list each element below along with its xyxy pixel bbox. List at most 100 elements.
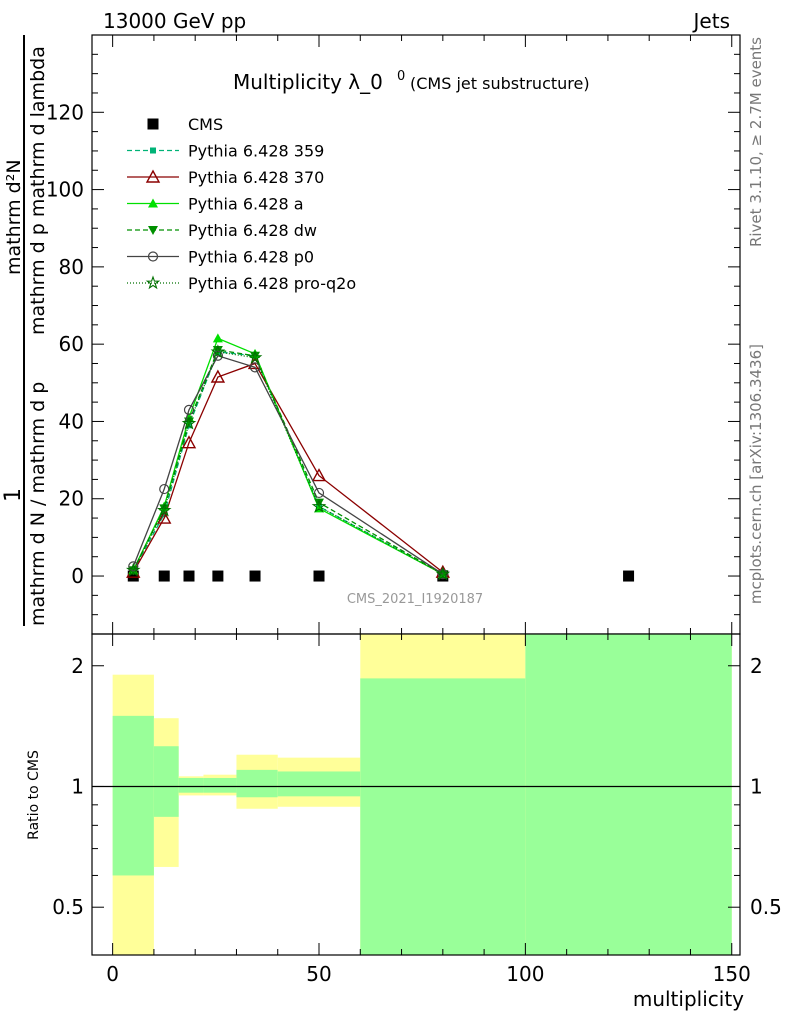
legend-label: Pythia 6.428 p0 xyxy=(188,248,314,267)
plot-title-main: Multiplicity λ_0 xyxy=(233,70,383,94)
legend-marker xyxy=(150,147,156,154)
uncertainty-band-green xyxy=(525,634,732,955)
header-right: Jets xyxy=(692,9,730,33)
data-point-pproq2o xyxy=(210,344,226,359)
x-tick-label: 0 xyxy=(106,962,119,986)
data-point-pproq2o xyxy=(311,498,327,513)
legend-label: Pythia 6.428 370 xyxy=(188,168,324,187)
legend-marker xyxy=(148,226,158,235)
x-axis-label: multiplicity xyxy=(633,987,744,1011)
data-point-pproq2o xyxy=(156,502,172,517)
series-line-pdw xyxy=(132,349,444,575)
ratio-y-tick-label: 1 xyxy=(71,774,84,798)
data-point-pproq2o xyxy=(435,566,451,581)
data-point-p370 xyxy=(210,369,226,383)
series-line-pp0 xyxy=(132,355,444,575)
ratio-y-tick-label: 0.5 xyxy=(52,895,84,919)
legend-item-pdw: Pythia 6.428 dw xyxy=(127,221,317,240)
series-pa xyxy=(128,333,448,579)
data-point-pp0 xyxy=(249,362,261,373)
data-point-cms xyxy=(212,570,224,582)
analysis-watermark: CMS_2021_I1920187 xyxy=(347,592,483,607)
ylabel-denominator: mathrm d N / mathrm d p xyxy=(27,382,49,626)
legend-item-p359: Pythia 6.428 359 xyxy=(127,142,324,161)
legend-marker xyxy=(145,275,161,290)
data-point-cms xyxy=(183,570,195,582)
x-tick-label: 50 xyxy=(306,962,331,986)
y-tick-label: 60 xyxy=(59,332,84,356)
uncertainty-band-green xyxy=(112,715,154,876)
data-point-pdw xyxy=(250,351,261,361)
series-line-p359 xyxy=(132,351,444,575)
legend-marker xyxy=(148,198,158,208)
main-y-axis-label: 1 mathrm d N / mathrm d p mathrm d²N mat… xyxy=(1,35,49,626)
ratio-y-tick-label: 2 xyxy=(71,654,84,678)
y-tick-label: 100 xyxy=(46,178,84,202)
plot-title: Multiplicity λ_0 0 (CMS jet substructure… xyxy=(233,69,590,94)
data-point-pa xyxy=(212,333,223,343)
data-point-cms xyxy=(313,570,325,582)
ratio-y-tick-label-right: 0.5 xyxy=(750,895,782,919)
ylabel-differential: mathrm d p mathrm d lambda xyxy=(27,46,49,335)
ratio-y-axis-label: Ratio to CMS xyxy=(26,750,42,840)
data-point-p370 xyxy=(311,468,327,482)
legend-item-cms: CMS xyxy=(147,115,223,134)
uncertainty-band-green xyxy=(236,769,278,798)
data-point-pp0 xyxy=(313,487,325,499)
data-point-pp0 xyxy=(183,404,195,415)
plot-title-sup: 0 xyxy=(397,69,405,84)
legend-marker xyxy=(147,118,159,130)
data-point-cms xyxy=(127,570,139,582)
header-left: 13000 GeV pp xyxy=(103,9,246,33)
y-tick-label: 0 xyxy=(71,564,84,588)
legend-label: Pythia 6.428 dw xyxy=(188,221,317,240)
data-point-pdw xyxy=(212,345,223,355)
ratio-bands xyxy=(112,634,732,955)
legend-item-pa: Pythia 6.428 a xyxy=(127,195,304,214)
legend-item-p370: Pythia 6.428 370 xyxy=(127,168,324,187)
data-point-p370 xyxy=(157,510,172,524)
uncertainty-band-green xyxy=(360,678,526,955)
legend-marker xyxy=(145,169,161,183)
ratio-frame xyxy=(91,633,741,956)
uncertainty-band-green xyxy=(153,746,179,817)
rivet-label: Rivet 3.1.10, ≥ 2.7M events xyxy=(747,37,765,247)
uncertainty-band-green xyxy=(203,777,237,793)
mcplots-label: mcplots.cern.ch [arXiv:1306.3436] xyxy=(747,344,765,604)
data-point-cms xyxy=(249,570,261,582)
series-line-pproq2o xyxy=(132,351,444,575)
ylabel-numerator: mathrm d²N xyxy=(3,159,25,275)
data-point-cms xyxy=(158,570,170,582)
main-series-group xyxy=(125,333,635,582)
y-tick-label: 120 xyxy=(46,100,84,124)
legend-marker xyxy=(147,251,159,262)
x-tick-label: 150 xyxy=(713,962,751,986)
y-tick-label: 80 xyxy=(59,255,84,279)
series-line-p370 xyxy=(132,362,444,573)
legend-item-pp0: Pythia 6.428 p0 xyxy=(127,248,314,267)
y-tick-label: 20 xyxy=(59,487,84,511)
legend-label: Pythia 6.428 pro-q2o xyxy=(188,274,356,293)
data-point-pdw xyxy=(159,504,170,514)
data-point-pdw xyxy=(314,498,325,508)
y-tick-label: 40 xyxy=(59,409,84,433)
data-point-p370 xyxy=(181,435,197,449)
data-point-pproq2o xyxy=(247,350,263,364)
ratio-y-tick-label-right: 1 xyxy=(750,774,763,798)
data-point-pproq2o xyxy=(125,562,141,577)
legend-label: Pythia 6.428 359 xyxy=(188,142,324,161)
series-cms xyxy=(127,570,635,582)
legend-item-pproq2o: Pythia 6.428 pro-q2o xyxy=(127,274,356,293)
data-point-pp0 xyxy=(159,483,170,495)
data-point-p359 xyxy=(161,511,168,518)
plot-title-suffix: (CMS jet substructure) xyxy=(410,74,590,93)
ylabel-one: 1 xyxy=(1,488,26,502)
x-tick-label: 100 xyxy=(506,962,544,986)
uncertainty-band-green xyxy=(277,771,361,797)
legend-label: Pythia 6.428 a xyxy=(188,195,304,214)
ratio-y-tick-label-right: 2 xyxy=(750,654,763,678)
data-point-pp0 xyxy=(128,561,139,572)
data-point-pproq2o xyxy=(181,415,197,430)
uncertainty-band-green xyxy=(178,777,204,793)
